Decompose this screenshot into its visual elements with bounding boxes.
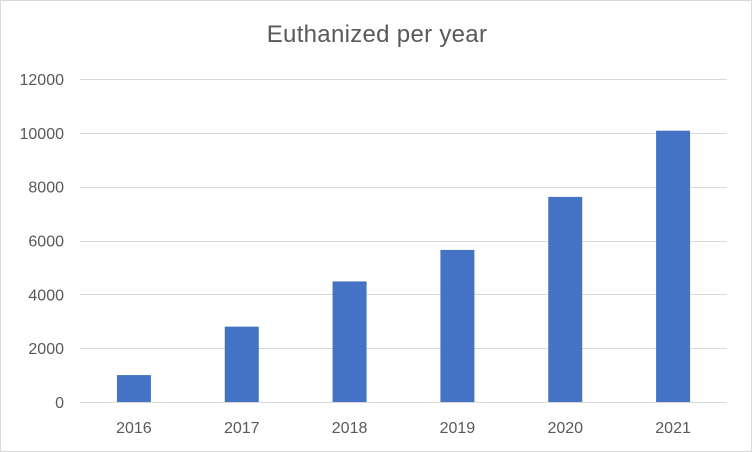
x-axis-ticks: 2016 2017 2018 2019 2020 2021 (116, 420, 691, 437)
x-tick-label: 2017 (224, 420, 260, 437)
x-tick-label: 2019 (440, 420, 476, 437)
bar-2018 (332, 281, 367, 402)
chart-title: Euthanized per year (266, 21, 488, 48)
x-tick-label: 2021 (655, 420, 691, 437)
y-tick-label: 12000 (20, 72, 65, 89)
gridlines (80, 79, 727, 349)
y-tick-label: 10000 (20, 126, 65, 143)
y-tick-label: 4000 (28, 287, 64, 304)
x-tick-label: 2018 (332, 420, 368, 437)
y-axis-ticks: 0 2000 4000 6000 8000 10000 12000 (20, 72, 65, 412)
y-tick-label: 6000 (28, 234, 64, 251)
bar-2019 (440, 249, 475, 402)
x-tick-label: 2020 (547, 420, 583, 437)
y-tick-label: 0 (55, 395, 64, 412)
bars (116, 130, 691, 402)
y-tick-label: 2000 (28, 341, 64, 358)
bar-2017 (224, 326, 259, 402)
x-tick-label: 2016 (116, 420, 152, 437)
y-tick-label: 8000 (28, 180, 64, 197)
bar-2016 (116, 375, 151, 402)
bar-2020 (548, 196, 583, 402)
bar-2021 (656, 130, 691, 402)
